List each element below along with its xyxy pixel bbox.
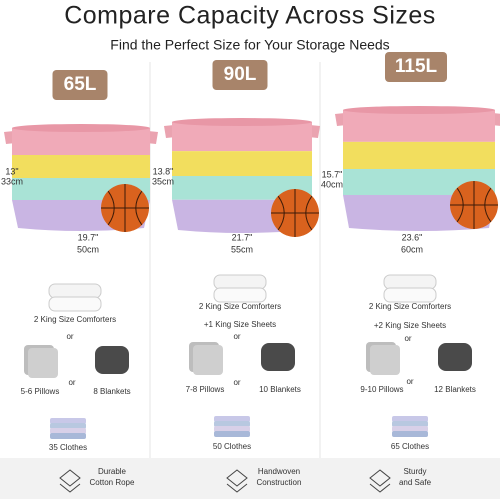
clothes-label: 35 Clothes [49,443,87,452]
blankets-label: 12 Blankets [434,385,476,394]
comforters-label: 2 King Size Comforters [34,315,116,324]
comforter-icon [213,274,267,290]
feature-icon [226,469,248,493]
comforter-icon [383,274,437,290]
feature-line1: Handwoven [258,467,300,476]
clothes-icon [50,433,86,439]
capacity-label: 65L [64,74,97,95]
comforters-label: 2 King Size Comforters [369,302,451,311]
clothes-label: 65 Clothes [391,442,429,451]
height-cm: 33cm [1,176,23,186]
blanket-icon [438,343,472,371]
width-inch: 23.6" [402,232,423,242]
blanket-icon [95,346,129,374]
feature-icon [369,469,391,493]
feature-line2: Construction [257,478,302,487]
width-cm: 50cm [77,244,99,254]
feature-line1: Durable [98,467,127,476]
pillows-label: 9-10 Pillows [360,385,403,394]
height-inch: 15.7" [322,169,343,179]
basket-band [172,176,312,200]
clothes-icon [392,426,428,432]
basket-rim [343,106,495,114]
capacity-badge [212,60,268,90]
or-label: or [66,332,73,341]
comforter-icon [213,287,267,303]
width-cm: 60cm [401,244,423,254]
sheets-label: +2 King Size Sheets [374,321,446,330]
basket-band [343,141,495,169]
blankets-label: 10 Blankets [259,385,301,394]
clothes-icon [50,418,86,424]
basketball-lines [271,189,319,237]
or-label: or [404,334,411,343]
subtitle: Find the Perfect Size for Your Storage N… [110,37,389,53]
pillow-icon [28,348,58,378]
sheets-label: +1 King Size Sheets [204,320,276,329]
height-cm: 35cm [152,176,174,186]
pillows-label: 5-6 Pillows [21,387,60,396]
comforters-label: 2 King Size Comforters [199,302,281,311]
feature-line2: and Safe [399,478,432,487]
clothes-icon [214,421,250,427]
width-inch: 21.7" [232,232,253,242]
height-cm: 40cm [321,179,343,189]
width-inch: 19.7" [78,232,99,242]
or-label: or [406,377,413,386]
capacity-badge [52,70,108,100]
or-label: or [233,378,240,387]
comforter-icon [383,287,437,303]
title: Compare Capacity Across Sizes [64,2,436,30]
width-cm: 55cm [231,244,253,254]
capacity-label: 115L [395,56,438,77]
feature-icon [59,469,81,493]
capacity-badge [385,52,447,82]
clothes-icon [392,431,428,437]
feature-line2: Cotton Rope [90,478,135,487]
clothes-icon [50,428,86,434]
basket-band [343,110,495,142]
clothes-icon [214,431,250,437]
clothes-icon [50,423,86,429]
comforter-icon [48,283,102,299]
clothes-icon [214,426,250,432]
blanket-icon [261,343,295,371]
basketball-lines [450,181,498,229]
basket-band [172,151,312,176]
feature-strip [0,458,500,499]
clothes-label: 50 Clothes [213,442,251,451]
clothes-icon [392,421,428,427]
or-label: or [68,378,75,387]
height-inch: 13.8" [153,166,174,176]
or-label: or [233,332,240,341]
basket-band [172,122,312,152]
basketball-lines [101,184,149,232]
capacity-label: 90L [224,64,257,85]
basket-rim [12,124,150,132]
pillow-icon [370,345,400,375]
height-inch: 13" [5,166,18,176]
blankets-label: 8 Blankets [93,387,130,396]
clothes-icon [214,416,250,422]
feature-line1: Sturdy [403,467,426,476]
basket-band [12,155,150,178]
basket-band [12,128,150,155]
comforter-icon [48,296,102,312]
basket-rim [172,118,312,126]
pillow-icon [193,345,223,375]
pillows-label: 7-8 Pillows [186,385,225,394]
clothes-icon [392,416,428,422]
